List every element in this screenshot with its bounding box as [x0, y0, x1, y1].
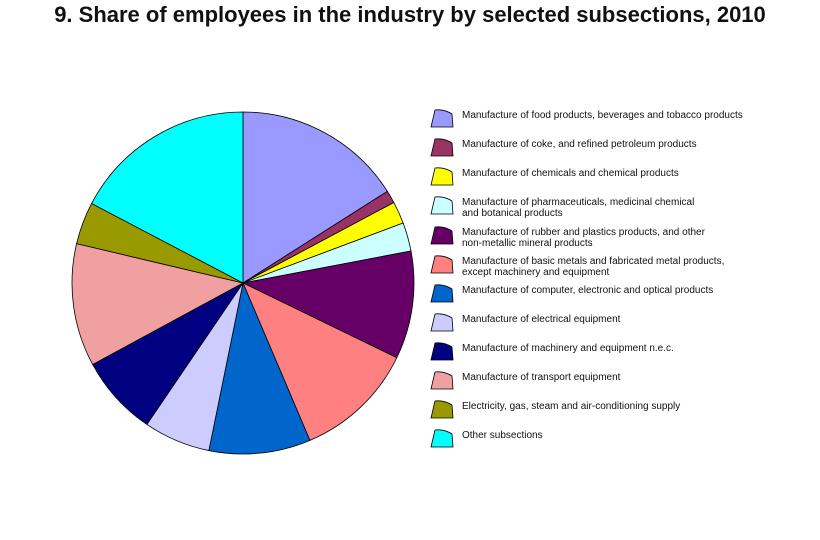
legend-label-10: Electricity, gas, steam and air-conditio… [462, 401, 681, 412]
legend-label-9: Manufacture of transport equipment [462, 372, 621, 383]
chart-title: 9. Share of employees in the industry by… [54, 2, 766, 27]
legend-item-9: Manufacture of transport equipment [430, 371, 815, 390]
legend-swatch-8 [430, 342, 454, 361]
legend-swatch-3 [430, 196, 454, 215]
legend-swatch-11 [430, 429, 454, 448]
legend-swatch-7 [430, 313, 454, 332]
legend-swatch-9 [430, 371, 454, 390]
pie-slice-5 [242, 282, 398, 441]
legend-item-8: Manufacture of machinery and equipment n… [430, 342, 815, 361]
legend-swatch-10 [430, 400, 454, 419]
legend-item-3: Manufacture of pharmaceuticals, medicina… [430, 196, 815, 219]
pie-slice-9 [71, 243, 245, 365]
pie-slice-4 [241, 250, 415, 359]
legend-item-4: Manufacture of rubber and plastics produ… [430, 226, 815, 249]
legend-item-5: Manufacture of basic metals and fabricat… [430, 255, 815, 278]
legend-item-7: Manufacture of electrical equipment [430, 313, 815, 332]
legend-item-1: Manufacture of coke, and refined petrole… [430, 138, 815, 157]
legend-swatch-1 [430, 138, 454, 157]
legend-item-6: Manufacture of computer, electronic and … [430, 284, 815, 303]
legend-swatch-4 [430, 226, 454, 245]
pie-slice-0 [242, 111, 388, 284]
legend-label-1: Manufacture of coke, and refined petrole… [462, 139, 697, 150]
legend-label-5: Manufacture of basic metals and fabricat… [462, 256, 725, 278]
pie-slice-6 [208, 281, 311, 455]
legend-label-8: Manufacture of machinery and equipment n… [462, 343, 674, 354]
legend-item-11: Other subsections [430, 429, 815, 448]
legend-label-6: Manufacture of computer, electronic and … [462, 285, 714, 296]
legend-label-7: Manufacture of electrical equipment [462, 314, 621, 325]
legend-item-0: Manufacture of food products, beverages … [430, 109, 815, 128]
legend-swatch-0 [430, 109, 454, 128]
legend-item-2: Manufacture of chemicals and chemical pr… [430, 167, 815, 186]
legend-item-10: Electricity, gas, steam and air-conditio… [430, 400, 815, 419]
legend-label-0: Manufacture of food products, beverages … [462, 110, 743, 121]
pie-slice-11 [91, 111, 244, 284]
legend-swatch-2 [430, 167, 454, 186]
legend-label-4: Manufacture of rubber and plastics produ… [462, 227, 705, 249]
legend-label-2: Manufacture of chemicals and chemical pr… [462, 168, 679, 179]
legend-swatch-6 [430, 284, 454, 303]
legend-swatch-5 [430, 255, 454, 274]
legend-label-11: Other subsections [462, 430, 543, 441]
legend-label-3: Manufacture of pharmaceuticals, medicina… [462, 197, 695, 219]
